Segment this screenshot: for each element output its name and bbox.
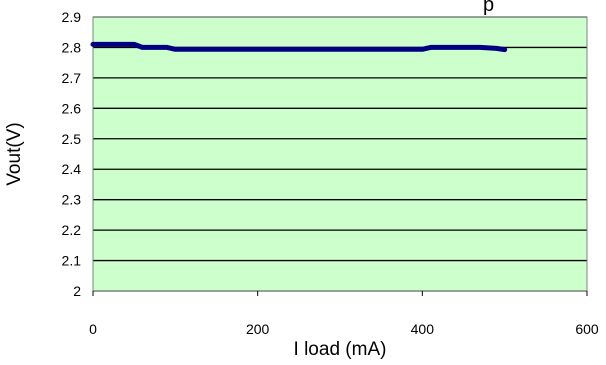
plot-border xyxy=(92,16,588,292)
x-tick-label: 400 xyxy=(411,321,435,337)
plot-area xyxy=(93,17,587,291)
y-tick-label: 2 xyxy=(73,283,81,299)
y-tick-label: 2.7 xyxy=(62,70,82,86)
y-tick-label: 2.1 xyxy=(62,253,82,269)
series-line xyxy=(90,41,508,53)
y-tick-label: 2.3 xyxy=(62,192,82,208)
y-tick-label: 2.5 xyxy=(62,131,82,147)
x-tick-label: 0 xyxy=(89,321,97,337)
x-axis-title: I load (mA) xyxy=(294,339,387,360)
y-ticks: 2 2.1 2.2 2.3 2.4 2.5 2.6 2.7 2.8 2.9 xyxy=(62,9,82,299)
y-axis-title: Vout(V) xyxy=(4,122,25,185)
x-tick-label: 200 xyxy=(246,321,270,337)
y-tick-label: 2.4 xyxy=(62,161,82,177)
x-tick-label: 600 xyxy=(575,321,599,337)
y-tick-label: 2.9 xyxy=(62,9,82,25)
title-fragment: p xyxy=(483,0,494,16)
y-tick-label: 2.6 xyxy=(62,100,82,116)
y-tick-label: 2.8 xyxy=(62,39,82,55)
y-tick-label: 2.2 xyxy=(62,222,82,238)
x-ticks: 0 200 400 600 xyxy=(89,291,599,337)
